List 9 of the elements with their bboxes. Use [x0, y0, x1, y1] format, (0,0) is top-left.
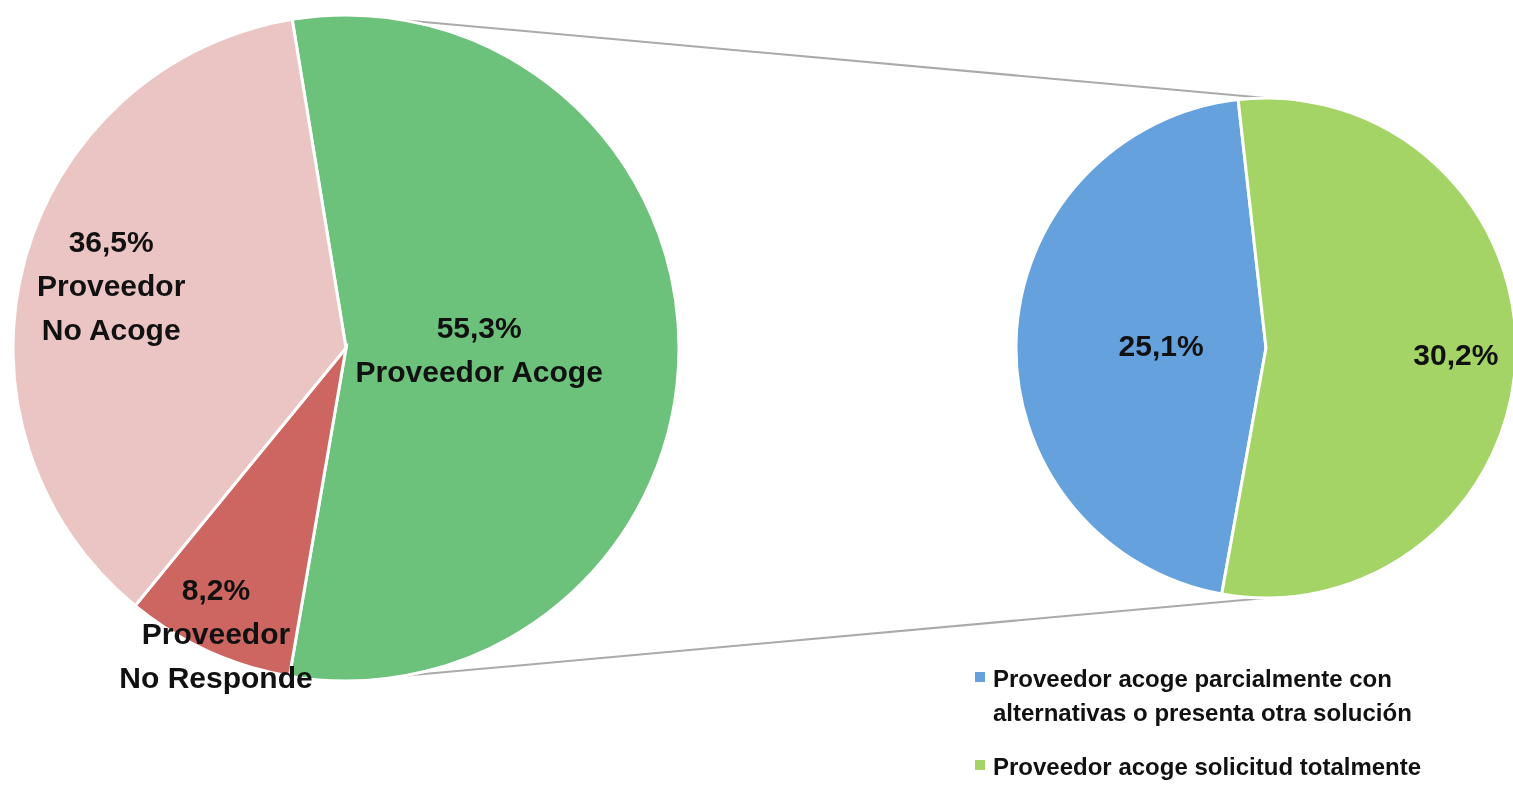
data-label: 30,2%	[1413, 337, 1499, 371]
slice-label: Proveedor No Acoge	[37, 268, 186, 346]
slice-label: Proveedor Acoge	[355, 354, 603, 388]
legend-label: Proveedor acoge parcialmente con alternativas o presenta otra solución	[993, 664, 1413, 728]
legend-label: Proveedor acoge solicitud totalmente	[993, 752, 1422, 782]
data-label: 8,2%	[181, 572, 251, 606]
data-label: 36,5%	[68, 224, 154, 258]
data-label: 55,3%	[436, 310, 522, 344]
data-label: 25,1%	[1118, 328, 1204, 362]
